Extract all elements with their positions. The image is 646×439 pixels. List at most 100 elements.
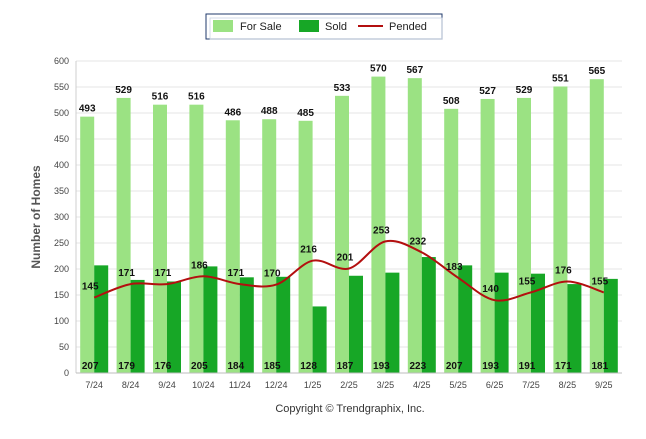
x-tick-label-7-25: 7/25	[522, 380, 540, 390]
bar-sold-6-25	[494, 272, 509, 373]
label-pended-9-25: 155	[591, 276, 608, 287]
label-for-sale-4-25: 567	[406, 65, 423, 76]
bar-for-sale-1-25	[298, 120, 313, 373]
label-sold-1-25: 128	[300, 361, 317, 372]
label-pended-2-25: 201	[337, 252, 354, 263]
y-tick-label-0: 0	[64, 368, 69, 378]
y-tick-label-450: 450	[54, 134, 69, 144]
sold-bars	[94, 257, 618, 373]
x-axis: 7/24 8/24 9/24 10/24 11/24 12/24 1/25 2/25 3/25 4…	[76, 372, 622, 390]
x-tick-label-1-25: 1/25	[304, 380, 322, 390]
legend: For Sale Sold Pended	[205, 13, 443, 40]
y-tick-label-550: 550	[54, 82, 69, 92]
bar-for-sale-5-25	[444, 108, 459, 373]
bar-sold-8-25	[567, 284, 582, 373]
label-pended-7-24: 145	[82, 282, 99, 293]
x-tick-label-7-24: 7/24	[85, 380, 103, 390]
y-axis-title: Number of Homes	[29, 165, 43, 269]
label-for-sale-3-25: 570	[370, 64, 387, 75]
label-for-sale-8-24: 529	[115, 85, 132, 96]
bar-for-sale-8-25	[553, 86, 568, 373]
bar-sold-7-25	[531, 273, 545, 373]
x-tick-label-8-24: 8/24	[122, 380, 140, 390]
y-tick-label-150: 150	[54, 290, 69, 300]
bar-sold-2-25	[349, 275, 363, 373]
label-pended-3-25: 253	[373, 225, 390, 236]
label-sold-10-24: 205	[191, 361, 208, 372]
legend-swatch-for-sale	[213, 20, 233, 32]
y-tick-label-50: 50	[59, 342, 69, 352]
bar-for-sale-9-25	[589, 79, 604, 373]
label-sold-8-25: 171	[555, 361, 572, 372]
y-tick-label-300: 300	[54, 212, 69, 222]
legend-inner-frame	[209, 17, 443, 40]
y-tick-label-350: 350	[54, 186, 69, 196]
label-pended-11-24: 171	[227, 268, 244, 279]
bar-sold-3-25	[385, 272, 400, 373]
bar-for-sale-7-24	[80, 116, 95, 373]
bar-for-sale-10-24	[189, 104, 204, 374]
label-for-sale-2-25: 533	[334, 83, 351, 94]
label-sold-7-24: 207	[82, 361, 99, 372]
legend-label-for-sale: For Sale	[240, 21, 282, 33]
label-pended-9-24: 171	[155, 268, 172, 279]
label-sold-4-25: 223	[409, 361, 426, 372]
x-tick-label-9-25: 9/25	[595, 380, 613, 390]
label-for-sale-1-25: 485	[297, 108, 314, 119]
label-sold-2-25: 187	[337, 361, 354, 372]
label-for-sale-9-25: 565	[588, 66, 605, 77]
label-pended-1-25: 216	[300, 245, 317, 256]
label-pended-4-25: 232	[409, 236, 426, 247]
label-for-sale-9-24: 516	[152, 92, 169, 103]
bar-for-sale-9-24	[153, 104, 167, 374]
x-tick-label-2-25: 2/25	[340, 380, 358, 390]
y-tick-label-100: 100	[54, 316, 69, 326]
label-for-sale-7-24: 493	[79, 104, 96, 115]
bar-for-sale-11-24	[225, 120, 240, 373]
legend-label-sold: Sold	[325, 21, 347, 33]
x-tick-label-12-24: 12/24	[265, 380, 288, 390]
label-for-sale-7-25: 529	[516, 85, 533, 96]
bar-for-sale-4-25	[407, 78, 422, 373]
pended-line-layer	[93, 239, 605, 302]
label-sold-3-25: 193	[373, 361, 390, 372]
label-for-sale-10-24: 516	[188, 92, 205, 103]
y-tick-label-250: 250	[54, 238, 69, 248]
bar-for-sale-12-24	[262, 119, 277, 374]
label-sold-9-25: 181	[591, 361, 608, 372]
label-sold-7-25: 191	[519, 361, 536, 372]
legend-label-pended: Pended	[389, 21, 427, 33]
copyright-text: Copyright © Trendgraphix, Inc.	[275, 403, 424, 415]
y-tick-label-400: 400	[54, 160, 69, 170]
x-tick-label-6-25: 6/25	[486, 380, 504, 390]
bar-sold-4-25	[421, 257, 436, 373]
label-for-sale-6-25: 527	[479, 86, 496, 97]
x-tick-label-3-25: 3/25	[377, 380, 395, 390]
bar-for-sale-3-25	[371, 76, 386, 373]
label-pended-8-25: 176	[555, 265, 572, 276]
x-tick-label-8-25: 8/25	[559, 380, 577, 390]
label-pended-10-24: 186	[191, 260, 208, 271]
y-tick-label-600: 600	[54, 56, 69, 66]
pended-line	[93, 239, 605, 302]
bar-for-sale-7-25	[517, 97, 531, 374]
y-tick-label-200: 200	[54, 264, 69, 274]
bar-sold-1-25	[312, 306, 327, 373]
label-sold-12-24: 185	[264, 361, 281, 372]
bar-sold-9-24	[167, 281, 181, 373]
bar-for-sale-2-25	[335, 95, 349, 373]
label-pended-6-25: 140	[482, 284, 499, 295]
x-tick-label-4-25: 4/25	[413, 380, 431, 390]
legend-swatch-sold	[299, 20, 319, 32]
x-tick-label-11-24: 11/24	[229, 380, 251, 390]
bar-for-sale-8-24	[116, 97, 131, 374]
value-labels: 493 207 145 529 179 171 516 176 171 516 205 186 486 1…	[79, 64, 609, 372]
label-sold-9-24: 176	[155, 361, 172, 372]
for-sale-bars	[80, 76, 604, 374]
x-tick-label-9-24: 9/24	[158, 380, 176, 390]
bar-for-sale-6-25	[480, 98, 495, 374]
bar-sold-5-25	[458, 265, 473, 373]
label-pended-12-24: 170	[264, 269, 281, 280]
